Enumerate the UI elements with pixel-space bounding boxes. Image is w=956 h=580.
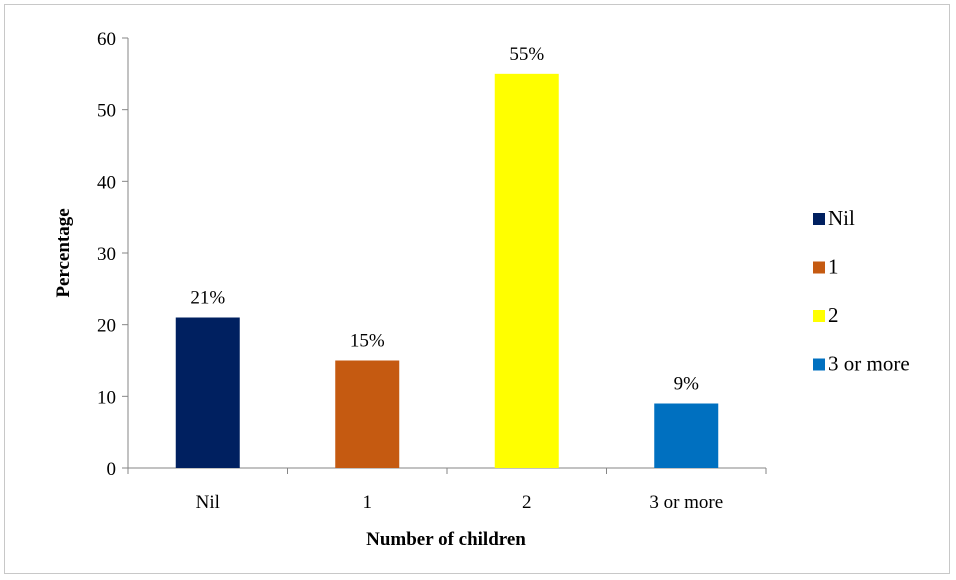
data-label: 21% (190, 288, 225, 309)
y-tick-label: 0 (107, 459, 117, 480)
bar (494, 73, 559, 468)
legend-swatch (813, 213, 825, 225)
legend-label: 3 or more (828, 352, 910, 376)
legend-label: 2 (828, 303, 839, 327)
y-tick-label: 40 (97, 172, 116, 193)
chart-frame (4, 4, 950, 574)
legend-swatch (813, 358, 825, 371)
y-tick-label: 10 (97, 387, 116, 408)
y-tick-label: 30 (97, 244, 116, 265)
y-tick-label: 60 (97, 29, 116, 50)
data-labels: 21% 15% 55% 9% (190, 44, 699, 395)
bars (175, 73, 719, 468)
y-tick-label: 20 (97, 316, 116, 337)
x-axis: Nil 1 2 3 or more (127, 467, 767, 513)
data-label: 9% (674, 374, 700, 395)
x-tick-label: 3 or more (649, 492, 723, 513)
data-label: 55% (509, 44, 544, 65)
bar (175, 317, 240, 468)
bar (335, 360, 400, 468)
legend-label: Nil (828, 206, 855, 230)
x-tick-label: Nil (196, 492, 220, 513)
y-axis-title: Percentage (53, 208, 74, 297)
x-axis-title: Number of children (366, 529, 526, 550)
y-axis: 0 10 20 30 40 50 60 (97, 29, 129, 480)
x-tick-label: 1 (363, 492, 373, 513)
x-tick-label: 2 (522, 492, 532, 513)
bar (654, 403, 719, 468)
legend-swatch (813, 261, 825, 274)
y-tick-label: 50 (97, 101, 116, 122)
legend: Nil 1 2 3 or more (813, 206, 910, 376)
data-label: 15% (350, 331, 385, 352)
legend-swatch (813, 310, 825, 322)
legend-label: 1 (828, 255, 839, 279)
